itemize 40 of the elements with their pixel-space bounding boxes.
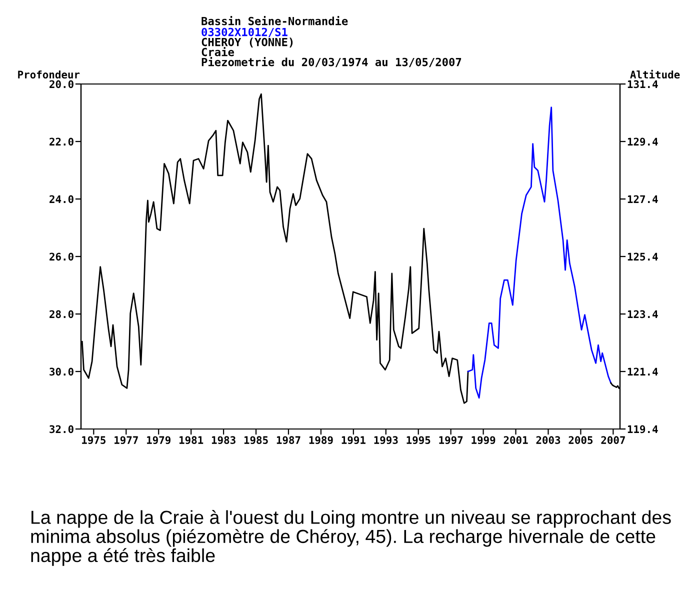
x-tick-label: 1991 — [342, 436, 366, 444]
x-tick-label: 2005 — [568, 436, 593, 444]
x-tick-label: 1977 — [114, 436, 138, 444]
y-tick-label: 30.0 — [50, 368, 74, 376]
y-tick-label: 26.0 — [50, 252, 74, 261]
text: La nappe de la Craie à l'ouest du Loing montre un niveau se rapprochant des minima absolus (piézomètre de Chéroy, 45). La recharge hivernale de cette nappe a été très faible — [31, 510, 671, 566]
chart-subtitle: 03302X1012/S1 — [202, 28, 288, 38]
x-tick-label: 2003 — [536, 436, 560, 444]
y-tick-label: 28.0 — [50, 310, 74, 318]
x-tick-label: 1995 — [406, 436, 430, 444]
y2-tick-label: 129.4 — [628, 138, 658, 146]
text: CHEROY (YONNE) — [202, 38, 293, 48]
y-axis-title: Profondeur — [18, 70, 80, 79]
chart-title: Bassin Seine-Normandie — [202, 16, 348, 26]
x-tick-label: 1979 — [147, 436, 170, 444]
text: Piezometrie du 20/03/1974 au 13/05/2007 — [202, 57, 462, 68]
y2-tick-label: 131.4 — [628, 80, 658, 88]
y2-tick-label: 125.4 — [628, 252, 658, 261]
x-tick-label: 1997 — [439, 436, 463, 444]
x-tick-label: 1989 — [309, 436, 333, 444]
x-tick-label: 1993 — [374, 436, 398, 444]
x-tick-label: 2007 — [601, 436, 625, 444]
y-tick-label: 20.0 — [50, 80, 74, 88]
y2-tick-label: 119.4 — [628, 425, 658, 434]
y2-tick-label: 127.4 — [628, 195, 658, 203]
x-tick-label: 2001 — [504, 436, 528, 444]
y2-tick-label: 123.4 — [628, 310, 658, 318]
line-series — [467, 106, 612, 399]
x-tick-label: 1987 — [276, 436, 300, 444]
y-tick-label: 32.0 — [50, 425, 74, 434]
text: Craie — [202, 47, 234, 56]
y2-tick-label: 121.4 — [628, 368, 658, 376]
x-tick-label: 1999 — [472, 436, 496, 444]
x-tick-label: 1975 — [82, 436, 106, 444]
x-tick-label: 1983 — [212, 436, 236, 444]
y-tick-label: 24.0 — [50, 195, 74, 204]
x-tick-label: 1985 — [244, 436, 268, 444]
y2-axis-title: Altitude — [630, 70, 680, 79]
x-tick-label: 1981 — [179, 436, 204, 444]
y-tick-label: 22.0 — [50, 138, 74, 146]
